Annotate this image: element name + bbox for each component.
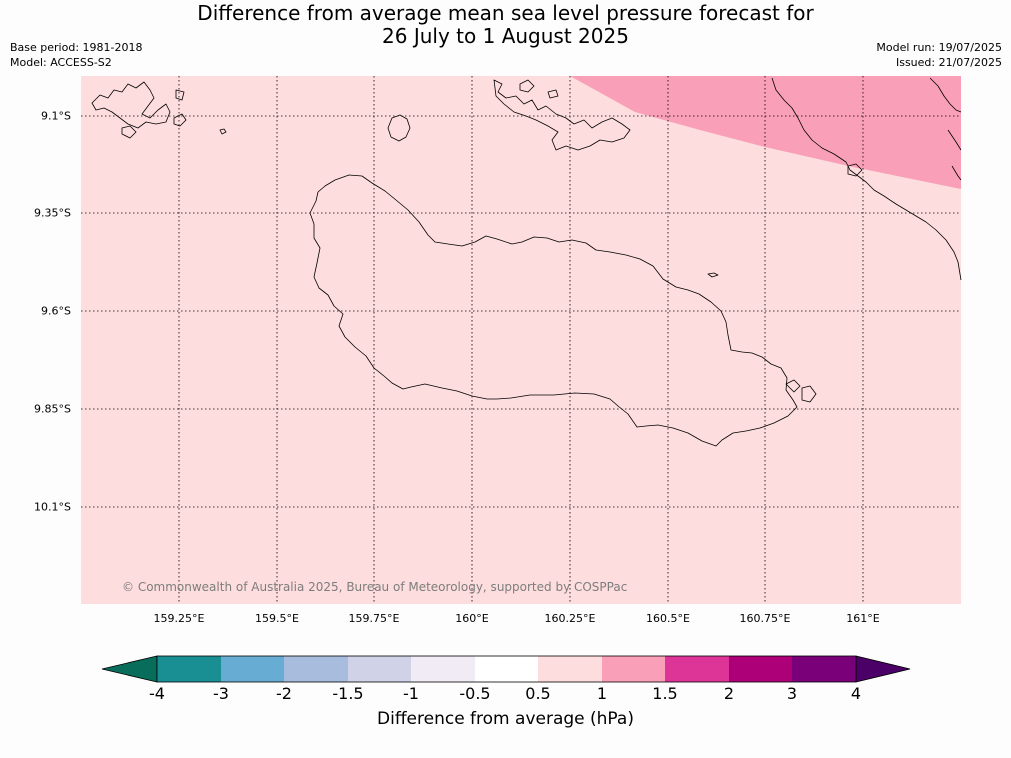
- coastline-small-islet-east: [707, 272, 719, 278]
- coastline-nggela-islets: [519, 79, 559, 99]
- coastline-savo-islet: [219, 128, 227, 135]
- colorbar-tick-label: -2: [276, 684, 292, 703]
- y-tick-label: 9.1°S: [41, 109, 71, 123]
- colorbar-tick-label: -1: [403, 684, 419, 703]
- coastline-malaita-islets: [785, 163, 863, 403]
- colorbar-tick-label: 1: [596, 684, 608, 703]
- coastline-malaita: [771, 77, 962, 281]
- colorbar-segment: [665, 656, 729, 682]
- coastline-malaita-north: [929, 77, 962, 113]
- colorbar-under-arrow: [101, 655, 158, 683]
- coastline-small-island-north: [387, 114, 411, 142]
- coastline-russell-islets: [121, 89, 187, 139]
- colorbar-axis-label: Difference from average (hPa): [377, 709, 634, 729]
- y-tick-label: 9.6°S: [41, 304, 71, 318]
- colorbar-segment: [792, 656, 856, 682]
- colorbar-segment: [157, 656, 221, 682]
- coastline-nggela-islands: [493, 79, 631, 151]
- colorbar-tick-label: -0.5: [459, 684, 491, 703]
- map-background: [81, 76, 961, 604]
- x-tick-label: 160.25°E: [544, 612, 596, 625]
- y-tick-label: 9.35°S: [34, 206, 71, 220]
- x-tick-label: 160.75°E: [739, 612, 791, 625]
- colorbar-outline: [156, 655, 857, 683]
- gridlines: [81, 76, 961, 604]
- colorbar-tick-label: 1.5: [652, 684, 678, 703]
- coastline-guadalcanal: [309, 174, 798, 447]
- x-tick-label: 159.75°E: [348, 612, 400, 625]
- issued-text: Issued: 21/07/2025: [895, 56, 1002, 69]
- coastlines: [91, 77, 962, 447]
- colorbar-segment: [348, 656, 411, 682]
- coastline-malaita-east: [947, 129, 962, 181]
- colorbar-segment: [602, 656, 665, 682]
- colorbar-over-arrow: [855, 655, 911, 683]
- colorbar-segment: [221, 656, 284, 682]
- colorbar-tick-label: 2: [723, 684, 735, 703]
- colorbar-tick-label: -4: [149, 684, 165, 703]
- colorbar-segment: [284, 656, 348, 682]
- model-text: Model: ACCESS-S2: [10, 56, 112, 69]
- copyright-notice: © Commonwealth of Australia 2025, Bureau…: [122, 580, 628, 594]
- x-tick-label: 161°E: [846, 612, 880, 625]
- y-tick-label: 9.85°S: [34, 402, 71, 416]
- coastline-russell-islands: [91, 81, 171, 129]
- colorbar-tick-label: 0.5: [525, 684, 551, 703]
- colorbar-segment: [538, 656, 602, 682]
- map-title-line-2: 26 July to 1 August 2025: [382, 24, 629, 48]
- colorbar-tick-label: -1.5: [332, 684, 364, 703]
- colorbar-tick-label: -3: [213, 684, 229, 703]
- x-tick-label: 159.25°E: [153, 612, 205, 625]
- model-run-text: Model run: 19/07/2025: [876, 41, 1002, 54]
- colorbar-segment: [475, 656, 538, 682]
- meta-left: Base period: 1981-2018 Model: ACCESS-S2: [10, 40, 142, 70]
- colorbar-tick-label: 4: [850, 684, 862, 703]
- x-tick-label: 160°E: [455, 612, 489, 625]
- colorbar-tick-label: 3: [786, 684, 798, 703]
- meta-right: Model run: 19/07/2025 Issued: 21/07/2025: [876, 40, 1002, 70]
- base-period-text: Base period: 1981-2018: [10, 41, 143, 54]
- y-tick-label: 10.1°S: [34, 500, 71, 514]
- colorbar-segment: [411, 656, 475, 682]
- map-title-line-1: Difference from average mean sea level p…: [197, 1, 814, 25]
- x-tick-label: 160.5°E: [646, 612, 690, 625]
- colorbar-segment: [729, 656, 792, 682]
- x-tick-label: 159.5°E: [255, 612, 299, 625]
